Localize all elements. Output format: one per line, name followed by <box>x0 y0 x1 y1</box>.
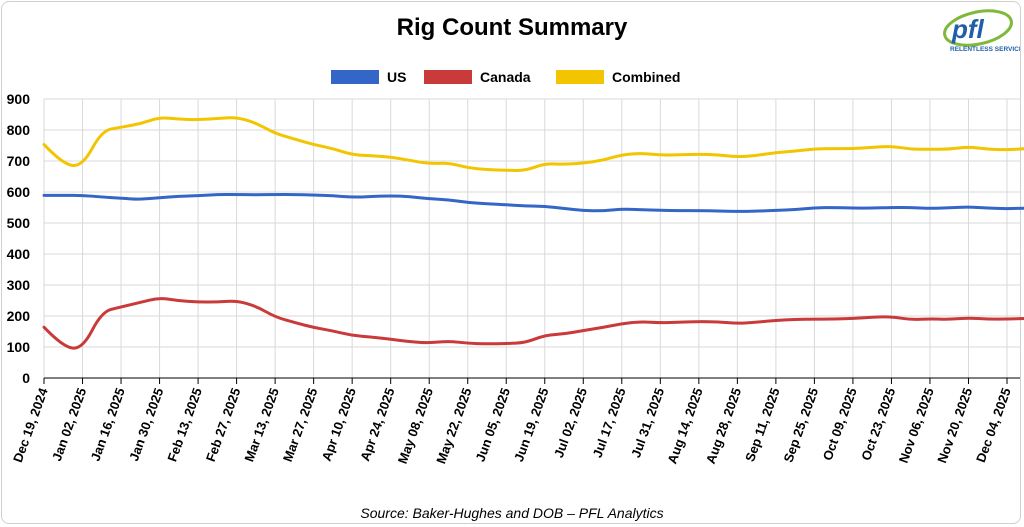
x-tick-label: Feb 27, 2025 <box>203 386 244 464</box>
x-tick-label: Jul 17, 2025 <box>590 386 629 460</box>
x-tick-label: Mar 27, 2025 <box>280 386 321 464</box>
y-tick-label: 100 <box>7 339 31 355</box>
legend-label-us: US <box>387 69 406 85</box>
pfl-logo: pfl RELENTLESS SERVICE <box>943 9 1020 53</box>
x-tick-label: Dec 19, 2024 <box>10 385 51 464</box>
chart-title: Rig Count Summary <box>396 14 628 41</box>
y-axis: 0 100 200 300 400 500 600 700 800 900 <box>7 91 31 386</box>
y-tick-label: 600 <box>7 184 31 200</box>
y-tick-label: 800 <box>7 122 31 138</box>
y-tick-label: 900 <box>7 91 31 107</box>
x-tick-label: Oct 09, 2025 <box>820 386 860 462</box>
series-line-canada <box>42 297 1024 350</box>
x-tick-label: May 22, 2025 <box>433 386 474 466</box>
series-line-combined <box>42 116 1024 172</box>
svg-text:pfl: pfl <box>951 14 985 44</box>
legend-label-canada: Canada <box>480 69 531 85</box>
x-tick-label: Jan 02, 2025 <box>49 386 89 463</box>
x-tick-label: Oct 23, 2025 <box>858 386 898 462</box>
x-tick-label: Jul 02, 2025 <box>551 386 590 460</box>
y-tick-label: 0 <box>22 370 30 386</box>
x-tick-label: Mar 13, 2025 <box>241 386 282 464</box>
x-tick-label: Nov 06, 2025 <box>896 386 937 465</box>
y-tick-label: 200 <box>7 308 31 324</box>
x-tick-label: Sep 25, 2025 <box>780 386 821 464</box>
y-tick-label: 300 <box>7 277 31 293</box>
chart-legend: US Canada Combined <box>331 69 680 85</box>
x-tick-label: Sep 11, 2025 <box>742 386 783 464</box>
legend-swatch-us <box>331 70 379 84</box>
y-tick-label: 500 <box>7 215 31 231</box>
x-tick-label: Aug 14, 2025 <box>664 386 705 466</box>
svg-text:RELENTLESS SERVICE: RELENTLESS SERVICE <box>950 46 1020 53</box>
x-tick-label: Jun 19, 2025 <box>511 386 552 464</box>
chart-series <box>42 116 1024 350</box>
x-tick-label: Jan 30, 2025 <box>126 386 166 463</box>
legend-swatch-canada <box>424 70 472 84</box>
y-tick-label: 400 <box>7 246 31 262</box>
x-tick-label: Jan 16, 2025 <box>88 386 128 463</box>
x-tick-label: Apr 10, 2025 <box>319 386 359 463</box>
chart-source: Source: Baker-Hughes and DOB – PFL Analy… <box>360 505 664 521</box>
chart-grid <box>43 98 1020 379</box>
x-tick-label: Nov 20, 2025 <box>934 386 975 465</box>
x-tick-label: Feb 13, 2025 <box>164 386 205 464</box>
x-tick-label: Jul 31, 2025 <box>628 386 667 460</box>
legend-swatch-combined <box>556 70 604 84</box>
legend-label-combined: Combined <box>612 69 680 85</box>
x-tick-label: Jun 05, 2025 <box>473 386 514 464</box>
x-tick-label: Dec 04, 2025 <box>973 386 1014 464</box>
y-tick-label: 700 <box>7 153 31 169</box>
x-tick-label: Aug 28, 2025 <box>703 386 744 466</box>
series-line-us <box>42 192 1024 213</box>
x-tick-label: May 08, 2025 <box>395 386 436 466</box>
x-tick-label: Apr 24, 2025 <box>357 386 397 463</box>
